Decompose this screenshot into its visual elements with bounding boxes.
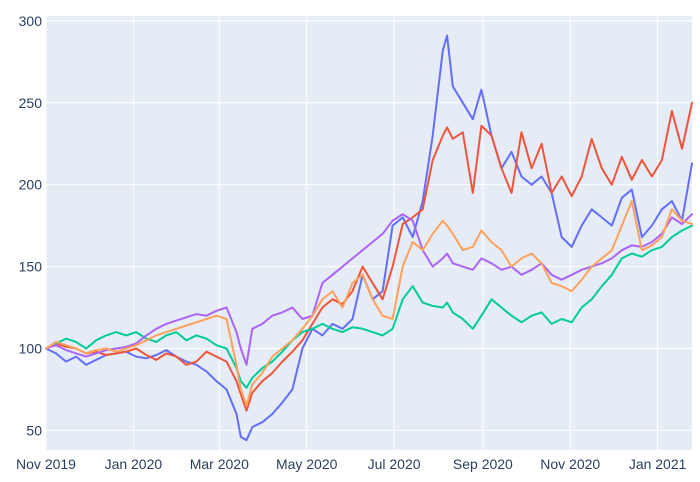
- grid: [45, 16, 692, 450]
- y-tick-label: 300: [19, 13, 43, 29]
- y-tick-label: 100: [19, 340, 43, 356]
- x-tick-label: Nov 2020: [540, 456, 600, 472]
- series-line-5: [45, 200, 693, 407]
- x-axis-ticks: Nov 2019 Jan 2020 Mar 2020 May 2020 Jul 2020…: [16, 456, 687, 472]
- series-line-2: [45, 101, 693, 412]
- x-tick-label: Jan 2021: [629, 456, 687, 472]
- x-tick-label: Jul 2020: [368, 456, 421, 472]
- y-tick-label: 200: [19, 177, 43, 193]
- x-tick-label: Sep 2020: [453, 456, 513, 472]
- y-tick-label: 50: [26, 422, 42, 438]
- y-tick-label: 250: [19, 95, 43, 111]
- series-lines: [45, 34, 693, 442]
- series-line-3: [45, 224, 693, 389]
- y-axis-ticks: 50 100 150 200 250 300: [19, 13, 43, 438]
- series-line-4: [45, 213, 693, 366]
- y-tick-label: 150: [19, 259, 43, 275]
- x-tick-label: May 2020: [276, 456, 338, 472]
- x-tick-label: Mar 2020: [190, 456, 249, 472]
- plot-background: [46, 16, 692, 450]
- x-tick-label: Nov 2019: [16, 456, 76, 472]
- x-tick-label: Jan 2020: [105, 456, 163, 472]
